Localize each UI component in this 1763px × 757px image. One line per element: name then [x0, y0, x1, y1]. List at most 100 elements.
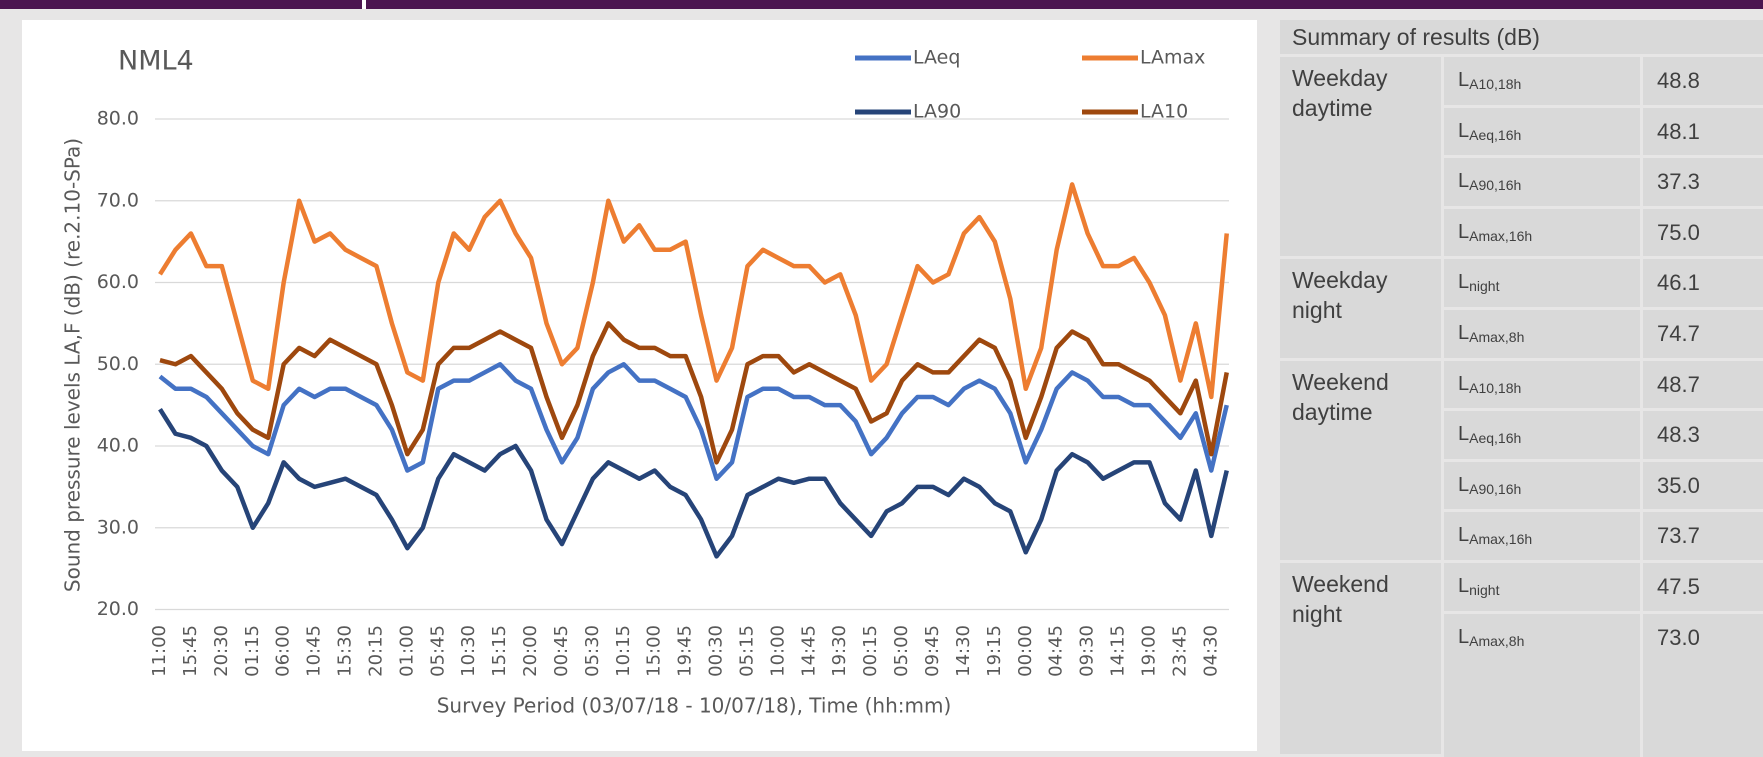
metric-symbol: L [1458, 423, 1470, 446]
metric-value: 48.1 [1643, 107, 1763, 156]
legend-label: LA10 [1140, 101, 1188, 123]
y-tick-label: 60.0 [97, 271, 139, 293]
series-line [158, 362, 1229, 481]
metric-subscript: A10,18h [1469, 379, 1522, 396]
value-text: 48.7 [1657, 371, 1700, 397]
metric-value: 74.7 [1643, 310, 1763, 358]
value-text: 48.8 [1657, 68, 1700, 93]
x-tick-label: 04:30 [1200, 625, 1221, 677]
metric-subscript: Aeq,16h [1469, 126, 1522, 143]
x-tick-label: 19:45 [675, 625, 696, 677]
series-line [158, 408, 1229, 559]
metric-value: 35.0 [1643, 461, 1763, 510]
metric-subscript: night [1469, 582, 1500, 598]
series-line [159, 321, 1229, 465]
metric: LAeq,16h [1444, 411, 1640, 459]
y-tick-label: 50.0 [97, 353, 139, 375]
x-tick-label: 01:00 [396, 625, 417, 677]
chart-title: NML4 [118, 46, 194, 77]
top-bar-divider [362, 0, 366, 9]
group-label-text: Weekend night [1292, 571, 1389, 627]
metric-subscript: A90,16h [1469, 177, 1522, 194]
x-tick-label: 14:45 [798, 625, 819, 677]
x-tick-label: 10:15 [613, 625, 634, 677]
x-tick-label: 04:45 [1046, 625, 1067, 677]
x-tick-label: 14:15 [1108, 625, 1129, 677]
metric-subscript: Amax,8h [1469, 632, 1525, 649]
x-tick-label: 19:30 [829, 625, 850, 677]
metric-subscript: A10,18h [1469, 76, 1522, 92]
series-line [158, 182, 1229, 400]
group-label-text: Weekday daytime [1292, 65, 1388, 121]
x-tick-label: 19:00 [1138, 625, 1159, 677]
group-label-text: Weekday night [1292, 267, 1388, 324]
value-text: 37.3 [1657, 169, 1700, 195]
metric-symbol: L [1458, 322, 1470, 344]
metric-symbol: L [1458, 271, 1470, 294]
x-axis-title: Survey Period (03/07/18 - 10/07/18), Tim… [437, 694, 952, 718]
value-text: 75.0 [1657, 219, 1700, 245]
metric-symbol: L [1458, 119, 1470, 142]
x-tick-label: 15:30 [335, 625, 356, 677]
legend-label: LAeq [913, 47, 960, 69]
x-tick-label: 00:00 [1015, 625, 1036, 677]
x-tick-label: 10:45 [304, 625, 325, 677]
metric: LAmax,16h [1444, 512, 1640, 560]
metric-value: 47.5 [1643, 563, 1763, 611]
x-tick-label: 15:00 [644, 625, 665, 677]
metric-value: 73.0 [1643, 613, 1763, 757]
metric-subscript: Amax,16h [1469, 227, 1533, 244]
metric: LAmax,16h [1444, 208, 1640, 257]
value-text: 47.5 [1657, 574, 1700, 599]
metric-symbol: L [1458, 473, 1470, 496]
group-label: Weekday night [1280, 259, 1441, 358]
metric-symbol: L [1458, 372, 1470, 395]
metric-symbol: L [1458, 625, 1470, 648]
x-tick-label: 10:00 [767, 625, 788, 677]
metric-value: 48.7 [1643, 360, 1763, 409]
chart-area [22, 20, 1257, 751]
value-text: 46.1 [1657, 270, 1700, 296]
x-tick-label: 15:15 [489, 625, 510, 677]
metric-symbol: L [1458, 69, 1470, 91]
x-tick-label: 00:15 [860, 625, 881, 677]
table-title-text: Summary of results (dB) [1292, 24, 1540, 50]
metric: Lnight [1444, 563, 1640, 611]
x-tick-label: 20:00 [520, 625, 541, 677]
x-tick-label: 10:30 [458, 625, 479, 677]
value-text: 73.7 [1657, 523, 1700, 549]
metric: LA90,16h [1444, 461, 1640, 510]
metric-value: 73.7 [1643, 512, 1763, 560]
metric-symbol: L [1458, 220, 1470, 243]
metric-value: 46.1 [1643, 259, 1763, 307]
metric: LAmax,8h [1444, 613, 1640, 757]
value-text: 48.1 [1657, 118, 1700, 144]
metric: Lnight [1444, 259, 1640, 307]
metric-value: 48.8 [1643, 57, 1763, 105]
metric-subscript: Amax,8h [1469, 329, 1525, 345]
y-axis-title: Sound pressure levels LA,F (dB) (re.2.10… [61, 138, 85, 592]
x-tick-label: 15:45 [180, 625, 201, 677]
metric-value: 75.0 [1643, 208, 1763, 257]
top-bar [0, 0, 1763, 9]
metric: LAmax,8h [1444, 310, 1640, 358]
y-tick-label: 40.0 [97, 435, 139, 457]
metric-subscript: Amax,16h [1469, 531, 1533, 548]
x-tick-label: 09:45 [922, 625, 943, 677]
table-title: Summary of results (dB) [1280, 20, 1763, 54]
metric: LAeq,16h [1444, 107, 1640, 156]
x-tick-label: 14:30 [953, 625, 974, 677]
value-text: 35.0 [1657, 472, 1700, 498]
y-tick-label: 80.0 [97, 108, 139, 130]
metric: LA10,18h [1444, 57, 1640, 105]
value-text: 74.7 [1657, 321, 1700, 346]
metric-symbol: L [1458, 575, 1470, 597]
x-tick-label: 05:15 [736, 625, 757, 677]
metric-value: 37.3 [1643, 158, 1763, 206]
metric: LA90,16h [1444, 158, 1640, 206]
x-tick-label: 00:30 [706, 625, 727, 677]
group-label-text: Weekend daytime [1292, 368, 1389, 425]
x-tick-label: 00:45 [551, 625, 572, 677]
